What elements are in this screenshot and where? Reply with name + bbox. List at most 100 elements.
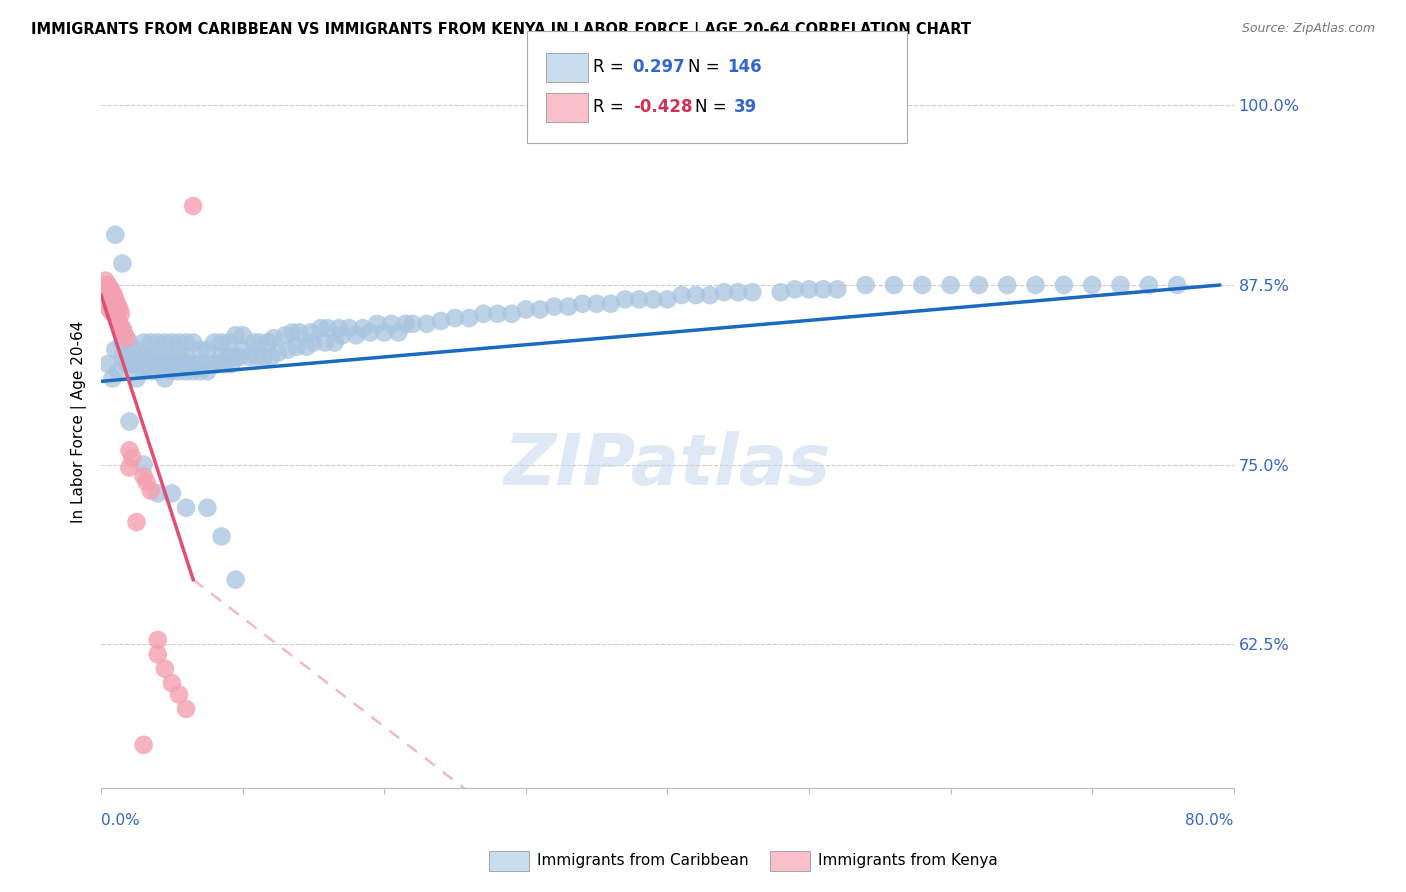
Text: Immigrants from Caribbean: Immigrants from Caribbean xyxy=(537,854,749,868)
Point xyxy=(160,364,183,378)
Point xyxy=(257,335,280,350)
Point xyxy=(94,274,117,288)
Point xyxy=(157,357,180,371)
Point xyxy=(195,343,218,357)
Point xyxy=(314,335,336,350)
Text: ZIPatlas: ZIPatlas xyxy=(503,431,831,500)
Point xyxy=(153,350,176,364)
Point xyxy=(139,364,162,378)
Point xyxy=(323,335,346,350)
Point xyxy=(211,335,233,350)
Point xyxy=(149,357,172,371)
Point xyxy=(571,296,593,310)
Point xyxy=(211,529,233,543)
Point xyxy=(139,350,162,364)
Point xyxy=(160,335,183,350)
Point xyxy=(112,326,135,340)
Point xyxy=(797,282,820,296)
Point xyxy=(111,350,134,364)
Point xyxy=(416,317,439,331)
Point xyxy=(146,486,169,500)
Point xyxy=(125,357,148,371)
Point xyxy=(302,335,325,350)
Point xyxy=(472,307,495,321)
Point xyxy=(195,500,218,515)
Point xyxy=(167,350,190,364)
Point xyxy=(352,321,374,335)
Point xyxy=(100,300,122,314)
Point xyxy=(260,350,283,364)
Point xyxy=(225,573,247,587)
Point xyxy=(146,648,169,662)
Point xyxy=(1081,278,1104,293)
Point xyxy=(967,278,990,293)
Point xyxy=(118,443,141,458)
Point xyxy=(401,317,423,331)
Point xyxy=(316,321,339,335)
Point xyxy=(143,357,166,371)
Point xyxy=(218,350,240,364)
Point xyxy=(101,371,124,385)
Point xyxy=(281,326,304,340)
Point xyxy=(501,307,523,321)
Point xyxy=(96,285,118,300)
Point xyxy=(599,296,621,310)
Point xyxy=(146,632,169,647)
Point xyxy=(188,364,211,378)
Point xyxy=(585,296,607,310)
Point xyxy=(380,317,402,331)
Point xyxy=(277,343,299,357)
Point xyxy=(232,343,254,357)
Point xyxy=(132,469,155,483)
Point xyxy=(359,326,381,340)
Point xyxy=(118,335,141,350)
Point xyxy=(108,317,131,331)
Point xyxy=(104,343,127,357)
Text: 39: 39 xyxy=(734,98,758,116)
Point xyxy=(132,458,155,472)
Point xyxy=(107,364,129,378)
Point xyxy=(125,515,148,529)
Point xyxy=(129,350,152,364)
Point xyxy=(104,227,127,242)
Point xyxy=(167,688,190,702)
Point xyxy=(200,357,222,371)
Point xyxy=(699,288,721,302)
Point xyxy=(125,371,148,385)
Point xyxy=(111,321,134,335)
Text: N =: N = xyxy=(695,98,725,116)
Point xyxy=(430,314,453,328)
Point xyxy=(186,357,208,371)
Point xyxy=(153,335,176,350)
Point xyxy=(1137,278,1160,293)
Point xyxy=(394,317,416,331)
Point xyxy=(769,285,792,300)
Point xyxy=(132,364,155,378)
Point xyxy=(205,357,228,371)
Point xyxy=(215,357,238,371)
Point xyxy=(557,300,579,314)
Point xyxy=(741,285,763,300)
Point xyxy=(160,676,183,690)
Point xyxy=(105,311,128,326)
Point xyxy=(229,350,252,364)
Point xyxy=(855,278,877,293)
Point xyxy=(939,278,962,293)
Point xyxy=(309,321,332,335)
Point xyxy=(115,331,138,345)
Point xyxy=(146,350,169,364)
Point xyxy=(125,343,148,357)
Point xyxy=(160,486,183,500)
Text: R =: R = xyxy=(593,58,624,76)
Point xyxy=(239,350,262,364)
Point xyxy=(101,305,124,319)
Point xyxy=(285,340,308,354)
Point xyxy=(883,278,905,293)
Point xyxy=(107,314,129,328)
Point xyxy=(132,335,155,350)
Point xyxy=(486,307,509,321)
Point xyxy=(181,199,204,213)
Point xyxy=(100,282,122,296)
Point xyxy=(146,364,169,378)
Point xyxy=(1109,278,1132,293)
